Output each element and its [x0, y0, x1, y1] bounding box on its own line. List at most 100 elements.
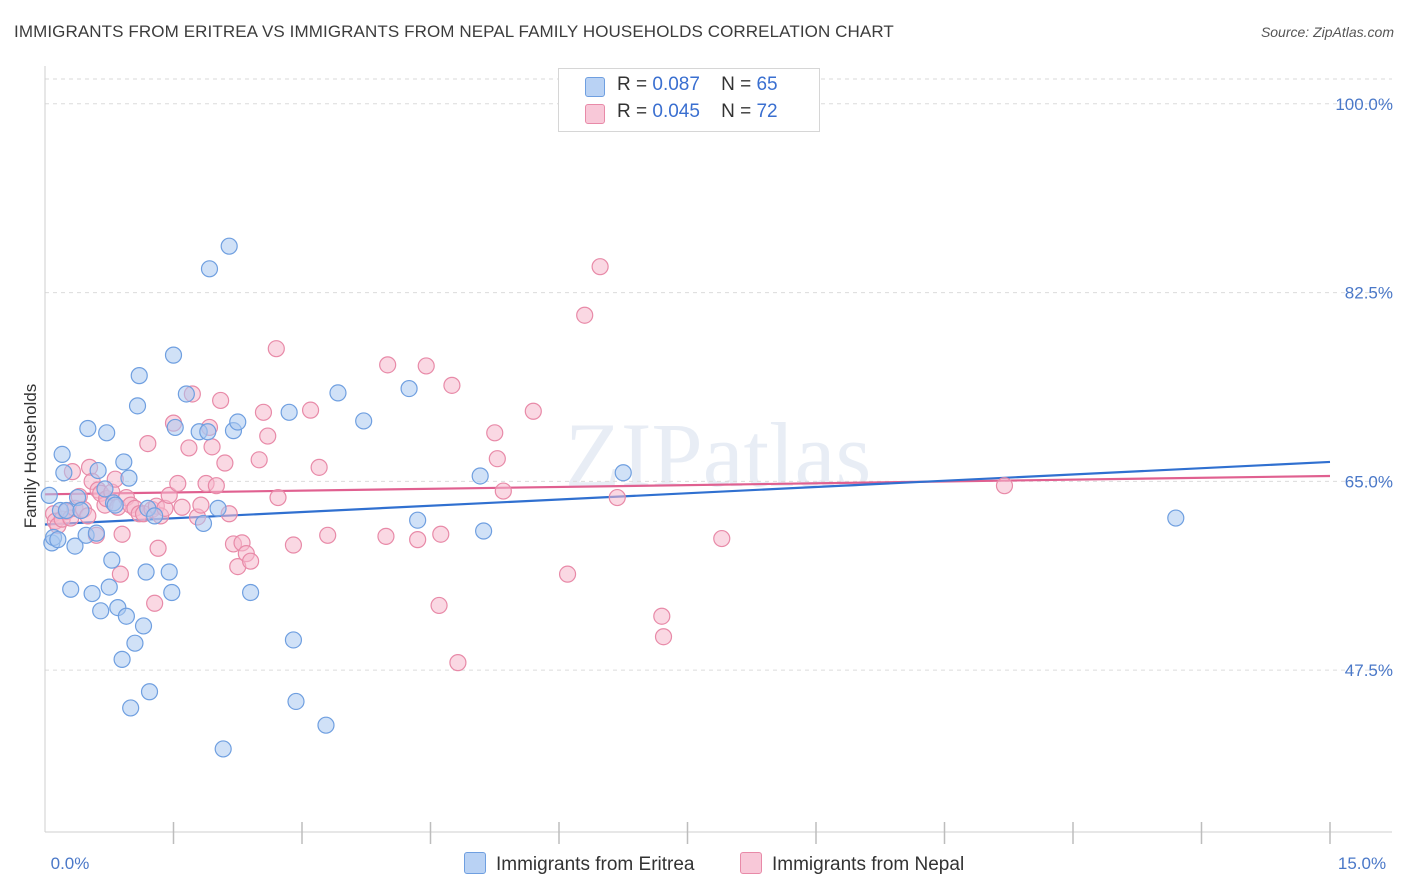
- point-nepal: [146, 594, 164, 612]
- point-eritrea: [53, 445, 71, 463]
- legend-swatch-eritrea: [585, 77, 605, 97]
- point-eritrea: [475, 522, 493, 540]
- legend-r-label: R =: [617, 101, 648, 122]
- point-nepal: [216, 454, 234, 472]
- trend-line-nepal: [44, 474, 1331, 496]
- point-eritrea: [209, 499, 227, 517]
- trend-line-eritrea: [44, 460, 1331, 526]
- point-nepal: [212, 391, 230, 410]
- point-nepal: [449, 654, 467, 672]
- point-nepal: [269, 488, 287, 507]
- point-nepal: [443, 376, 461, 394]
- point-eritrea: [89, 461, 107, 480]
- y-tick-label: 65.0%: [1345, 472, 1393, 491]
- point-nepal: [160, 486, 178, 504]
- point-nepal: [319, 526, 337, 544]
- point-nepal: [558, 565, 577, 583]
- point-eritrea: [130, 367, 148, 385]
- legend-r-value: 0.087: [652, 74, 700, 95]
- point-eritrea: [409, 511, 427, 529]
- point-eritrea: [194, 514, 213, 533]
- point-nepal: [524, 402, 542, 420]
- y-tick-label: 100.0%: [1335, 95, 1393, 114]
- legend-swatch-nepal: [585, 104, 605, 124]
- point-nepal: [111, 565, 129, 583]
- point-eritrea: [62, 580, 80, 598]
- point-eritrea: [103, 551, 121, 569]
- point-eritrea: [128, 397, 147, 415]
- point-eritrea: [122, 699, 140, 717]
- y-tick-label: 82.5%: [1345, 284, 1393, 303]
- point-nepal: [654, 628, 673, 646]
- point-nepal: [488, 450, 506, 468]
- point-nepal: [377, 527, 395, 545]
- point-eritrea: [177, 385, 195, 403]
- point-nepal: [432, 525, 450, 543]
- point-nepal: [267, 340, 285, 358]
- point-eritrea: [126, 634, 144, 652]
- point-eritrea: [83, 584, 101, 603]
- point-nepal: [173, 498, 191, 516]
- point-nepal: [486, 424, 504, 442]
- point-eritrea: [134, 617, 153, 635]
- point-eritrea: [115, 453, 133, 471]
- point-nepal: [379, 356, 397, 374]
- point-nepal: [310, 458, 328, 476]
- point-eritrea: [137, 563, 155, 581]
- point-nepal: [207, 477, 225, 495]
- bottom-legend-swatch-nepal: [740, 852, 762, 874]
- point-eritrea: [284, 631, 303, 649]
- point-nepal: [192, 496, 210, 514]
- point-nepal: [242, 552, 260, 570]
- point-eritrea: [614, 464, 632, 482]
- point-nepal: [417, 357, 435, 375]
- point-eritrea: [164, 346, 183, 364]
- point-nepal: [113, 525, 131, 543]
- point-eritrea: [163, 583, 181, 602]
- source-label: Source: ZipAtlas.com: [1260, 24, 1394, 40]
- point-nepal: [180, 439, 198, 457]
- point-eritrea: [140, 683, 159, 701]
- point-nepal: [149, 539, 167, 557]
- legend-n-label: N =: [721, 74, 752, 95]
- point-eritrea: [92, 602, 110, 620]
- point-eritrea: [220, 237, 238, 255]
- point-nepal: [139, 435, 157, 453]
- y-axis-label: Family Households: [21, 384, 40, 529]
- point-eritrea: [242, 583, 260, 602]
- point-eritrea: [166, 418, 184, 437]
- point-eritrea: [120, 469, 138, 487]
- point-nepal: [169, 474, 187, 493]
- point-eritrea: [96, 480, 114, 498]
- watermark: ZIPatlas: [565, 404, 872, 506]
- chart-title: IMMIGRANTS FROM ERITREA VS IMMIGRANTS FR…: [14, 22, 894, 41]
- point-eritrea: [72, 501, 90, 520]
- point-eritrea: [117, 607, 135, 625]
- point-nepal: [995, 477, 1014, 495]
- legend-n-value: 72: [756, 101, 778, 122]
- point-eritrea: [160, 563, 178, 581]
- point-eritrea: [49, 531, 67, 549]
- point-nepal: [259, 427, 277, 445]
- point-eritrea: [79, 419, 97, 438]
- point-eritrea: [106, 496, 124, 514]
- bottom-legend-nepal: Immigrants from Nepal: [740, 852, 964, 876]
- point-eritrea: [471, 467, 489, 485]
- bottom-legend-label-eritrea: Immigrants from Eritrea: [496, 854, 695, 875]
- point-nepal: [576, 306, 594, 324]
- legend-n-label: N =: [721, 101, 752, 122]
- point-eritrea: [87, 524, 106, 542]
- point-nepal: [608, 488, 626, 507]
- point-eritrea: [199, 423, 217, 441]
- y-tick-label: 47.5%: [1345, 661, 1393, 680]
- point-eritrea: [1167, 509, 1185, 527]
- point-nepal: [254, 403, 273, 421]
- point-eritrea: [55, 464, 73, 482]
- legend-r-value: 0.045: [652, 101, 700, 122]
- point-nepal: [409, 531, 427, 549]
- legend-r-label: R =: [617, 74, 648, 95]
- point-nepal: [653, 607, 671, 625]
- x-tick-max: 15.0%: [1338, 854, 1386, 873]
- point-eritrea: [400, 379, 418, 398]
- bottom-legend-swatch-eritrea: [464, 852, 486, 874]
